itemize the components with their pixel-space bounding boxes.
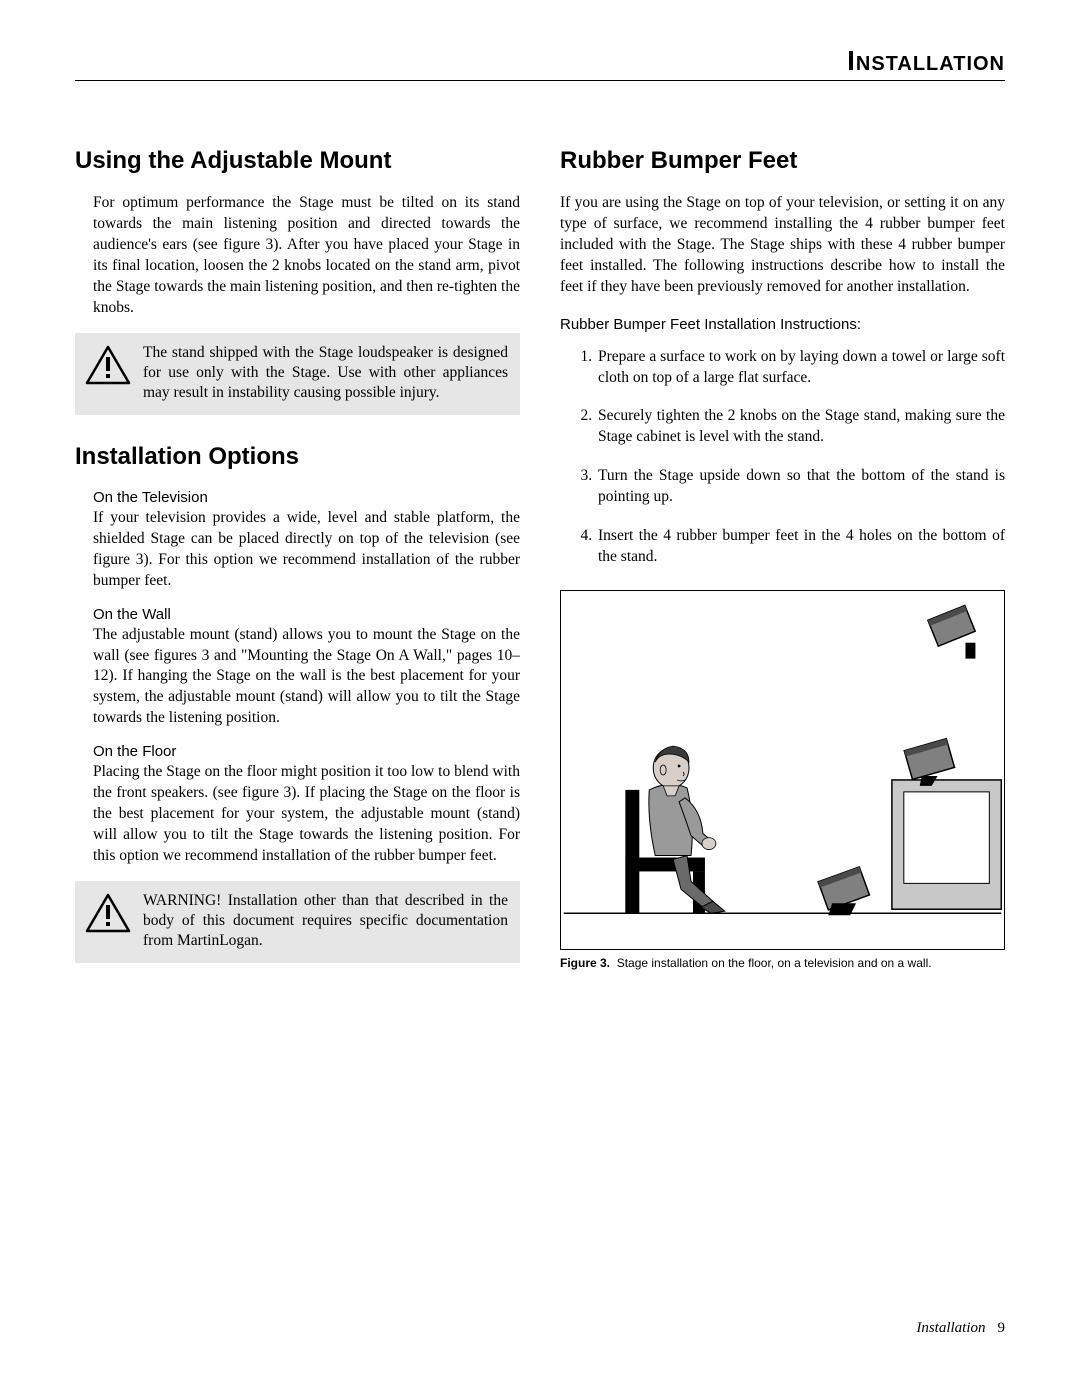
warning-icon xyxy=(85,345,131,385)
page-footer: Installation 9 xyxy=(916,1320,1005,1337)
para-rubber-feet: If you are using the Stage on top of you… xyxy=(560,193,1005,298)
warning-icon xyxy=(85,893,131,933)
subhead-feet-instructions: Rubber Bumper Feet Installation Instruct… xyxy=(560,316,1005,333)
figure-3-caption: Figure 3. Stage installation on the floo… xyxy=(560,956,1005,970)
two-column-layout: Using the Adjustable Mount For optimum p… xyxy=(75,147,1005,970)
subhead-on-wall: On the Wall xyxy=(75,606,520,623)
para-on-wall: The adjustable mount (stand) allows you … xyxy=(75,625,520,730)
figure-label: Figure 3. xyxy=(560,956,610,970)
footer-page-number: 9 xyxy=(998,1320,1006,1336)
step-1: Prepare a surface to work on by laying d… xyxy=(596,347,1005,389)
subhead-on-floor: On the Floor xyxy=(75,743,520,760)
callout-install-warning: WARNING! Installation other than that de… xyxy=(75,881,520,963)
figure-3-illustration xyxy=(560,590,1005,950)
step-3: Turn the Stage upside down so that the b… xyxy=(596,466,1005,508)
warning-bold: WARNING! xyxy=(143,892,221,909)
callout-install-text: WARNING! Installation other than that de… xyxy=(143,891,508,951)
left-column: Using the Adjustable Mount For optimum p… xyxy=(75,147,520,970)
footer-section: Installation xyxy=(916,1320,985,1336)
step-4: Insert the 4 rubber bumper feet in the 4… xyxy=(596,526,1005,568)
callout-stand-text: The stand shipped with the Stage loudspe… xyxy=(143,343,508,403)
subhead-on-tv: On the Television xyxy=(75,489,520,506)
para-mount: For optimum performance the Stage must b… xyxy=(75,193,520,319)
heading-adjustable-mount: Using the Adjustable Mount xyxy=(75,147,520,175)
header-rule xyxy=(75,80,1005,81)
para-on-tv: If your television provides a wide, leve… xyxy=(75,508,520,592)
step-2: Securely tighten the 2 knobs on the Stag… xyxy=(596,406,1005,448)
heading-installation-options: Installation Options xyxy=(75,443,520,471)
callout-stand-warning: The stand shipped with the Stage loudspe… xyxy=(75,333,520,415)
person-illustration xyxy=(649,746,725,913)
steps-list: Prepare a surface to work on by laying d… xyxy=(560,347,1005,568)
page-header: Installation xyxy=(75,45,1005,77)
figure-3-svg xyxy=(561,591,1004,949)
right-column: Rubber Bumper Feet If you are using the … xyxy=(560,147,1005,970)
figure-caption-text: Stage installation on the floor, on a te… xyxy=(617,956,932,970)
heading-rubber-feet: Rubber Bumper Feet xyxy=(560,147,1005,175)
para-on-floor: Placing the Stage on the floor might pos… xyxy=(75,762,520,867)
